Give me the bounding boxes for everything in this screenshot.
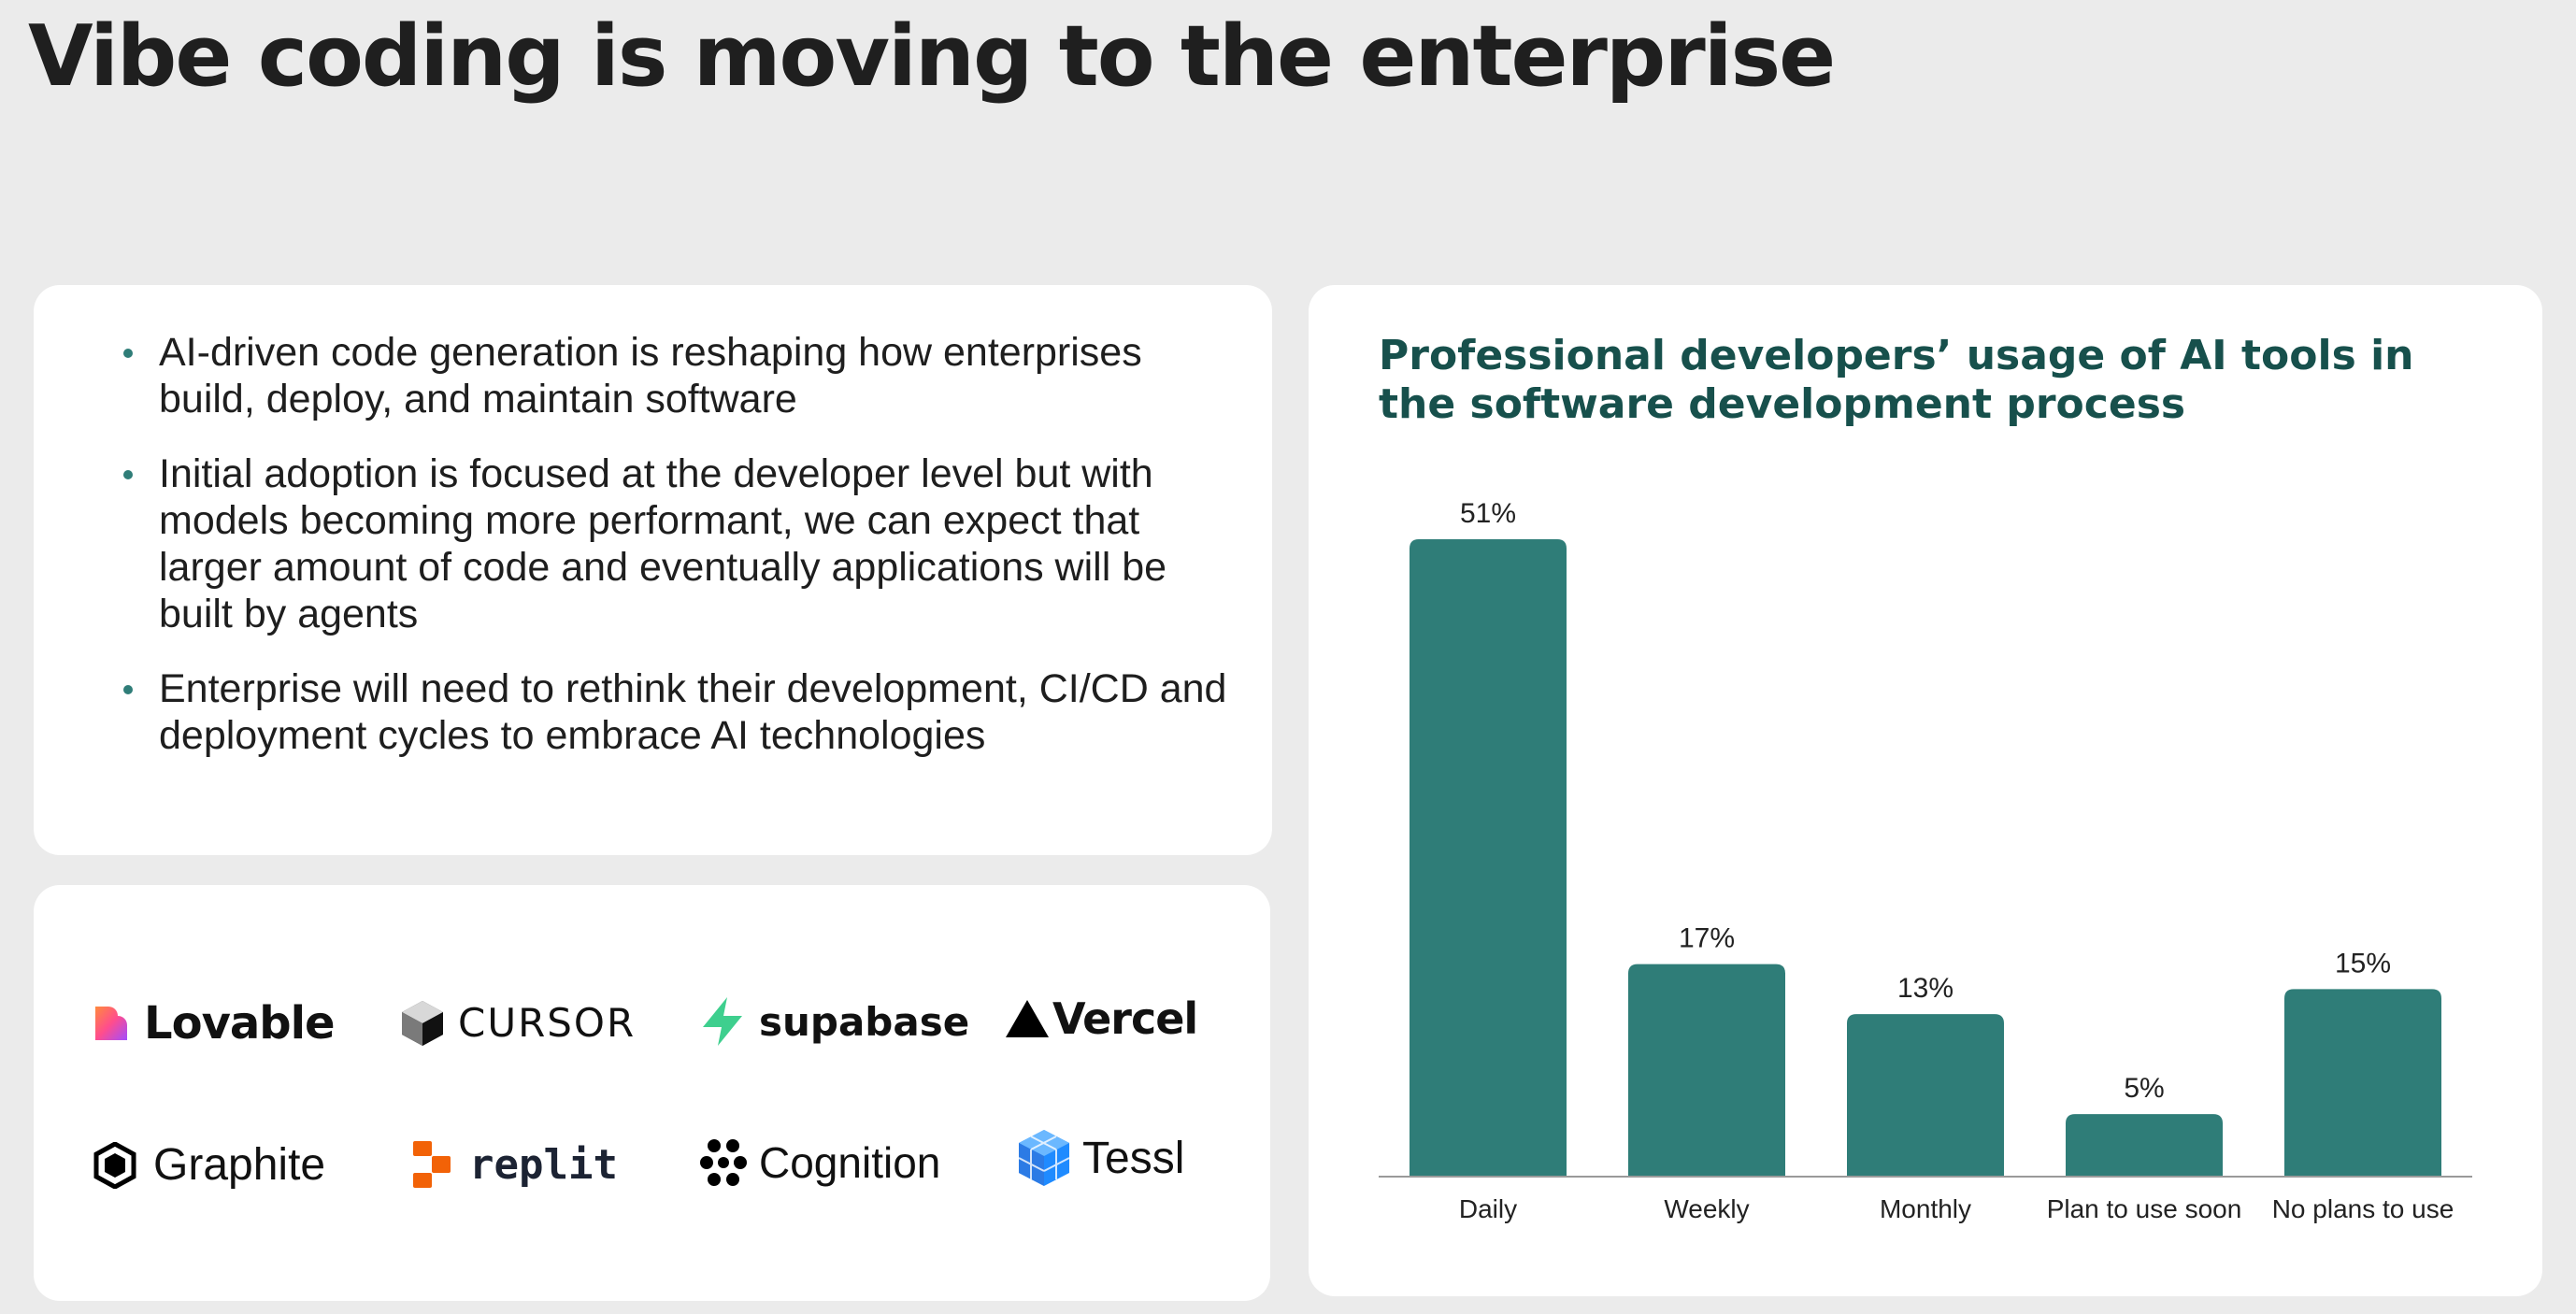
logo-vercel: Vercel (1006, 993, 1198, 1044)
hexagon-icon (93, 1141, 136, 1189)
bar-plan-to-use-soon (2066, 1114, 2223, 1177)
x-tick-label: Daily (1459, 1194, 1517, 1223)
bullet-dot-icon (123, 685, 133, 694)
bullet-list: AI-driven code generation is reshaping h… (97, 329, 1247, 787)
x-tick-label: Weekly (1664, 1194, 1749, 1223)
chart-card: Professional developers’ usage of AI too… (1309, 285, 2542, 1296)
bolt-icon (703, 997, 742, 1046)
logo-label: replit (469, 1140, 618, 1189)
bar-value-label: 13% (1897, 973, 1953, 1004)
flower-icon (700, 1139, 747, 1186)
bar-monthly (1847, 1014, 2004, 1177)
bar-value-label: 51% (1460, 498, 1516, 529)
logo-lovable: Lovable (92, 997, 336, 1050)
bullet-item: AI-driven code generation is reshaping h… (97, 329, 1247, 422)
page-title: Vibe coding is moving to the enterprise (28, 7, 1836, 106)
replit-blocks-icon (413, 1141, 451, 1188)
bar-weekly (1628, 964, 1785, 1177)
logo-supabase: supabase (699, 995, 969, 1048)
bullets-card: AI-driven code generation is reshaping h… (34, 285, 1272, 855)
logo-tessl: Tessl (1015, 1128, 1184, 1188)
cube-icon (402, 1001, 443, 1046)
logos-card: Lovable CURSOR supabase Vercel Graphite (34, 885, 1270, 1301)
bullet-item: Initial adoption is focused at the devel… (97, 450, 1247, 637)
bullet-text: Initial adoption is focused at the devel… (159, 451, 1167, 636)
logo-label: CURSOR (458, 999, 637, 1046)
tessl-cube-icon (1018, 1130, 1070, 1186)
x-tick-label: No plans to use (2272, 1194, 2454, 1223)
bar-chart: 51% Daily 17% Weekly 13% Monthly 5% Plan to use… (1379, 498, 2472, 1223)
bullet-dot-icon (123, 349, 133, 358)
logo-cursor: CURSOR (400, 999, 636, 1046)
bar-daily (1410, 539, 1567, 1177)
bar-value-label: 5% (2124, 1073, 2164, 1104)
bar-value-label: 15% (2335, 948, 2391, 978)
heart-gradient-icon (95, 1007, 127, 1040)
triangle-icon (1006, 1000, 1049, 1037)
bar-no-plans-to-use (2284, 989, 2441, 1177)
bullet-text: Enterprise will need to rethink their de… (159, 666, 1227, 758)
bullet-dot-icon (123, 470, 133, 479)
logo-label: Vercel (1052, 993, 1198, 1044)
x-tick-label: Plan to use soon (2047, 1194, 2242, 1223)
logo-label: Graphite (153, 1140, 326, 1190)
logo-label: supabase (759, 998, 970, 1045)
bullet-item: Enterprise will need to rethink their de… (97, 665, 1247, 759)
logo-graphite: Graphite (92, 1139, 325, 1191)
bar-value-label: 17% (1679, 923, 1735, 954)
bullet-text: AI-driven code generation is reshaping h… (159, 330, 1142, 421)
logo-label: Tessl (1082, 1133, 1185, 1183)
chart-title: Professional developers’ usage of AI too… (1379, 332, 2414, 428)
logo-label: Cognition (759, 1138, 941, 1187)
logo-replit: replit (411, 1139, 618, 1190)
logo-label: Lovable (144, 997, 336, 1050)
x-tick-label: Monthly (1880, 1194, 1971, 1223)
logo-cognition: Cognition (699, 1137, 940, 1188)
